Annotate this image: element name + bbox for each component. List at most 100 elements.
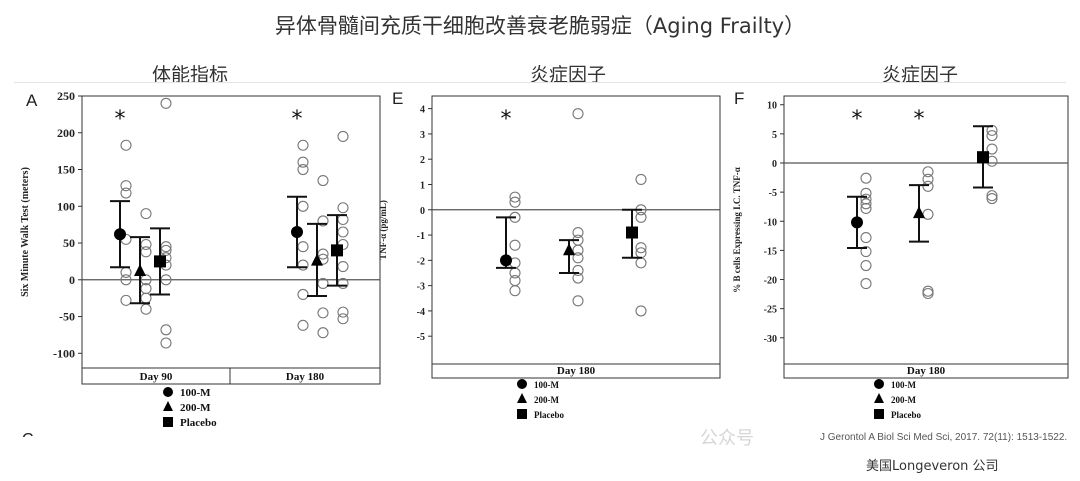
plot-frame-a — [81, 95, 381, 369]
raw-point-a — [297, 319, 309, 331]
raw-point-f — [860, 202, 872, 214]
raw-point-f — [922, 285, 934, 297]
raw-point-a — [140, 303, 152, 315]
y-tick-label-f: -20 — [764, 276, 777, 287]
raw-point-a — [297, 139, 309, 151]
mean-marker-a — [331, 244, 343, 257]
y-tick-label-a: 50 — [63, 236, 75, 250]
legend-label-a: Placebo — [180, 417, 217, 429]
raw-point-f — [860, 172, 872, 184]
legend-marker-f — [874, 409, 884, 419]
raw-point-f — [860, 259, 872, 272]
raw-point-a — [297, 288, 309, 301]
raw-point-e — [572, 295, 584, 307]
raw-point-e — [635, 305, 647, 317]
raw-point-f — [860, 232, 872, 244]
raw-point-e — [509, 191, 521, 203]
y-axis-label-a: Six Minute Walk Test (meters) — [20, 167, 31, 297]
panel-a-background — [14, 82, 384, 433]
y-tick-label-e: -4 — [417, 307, 425, 318]
raw-point-a — [160, 337, 172, 349]
legend-label-f: 100-M — [891, 380, 916, 390]
legend-marker-a — [163, 387, 173, 397]
y-tick-label-a: -100 — [53, 346, 75, 360]
watermark: 公众号 — [700, 428, 754, 449]
legend-marker-f — [874, 393, 884, 403]
raw-point-e — [572, 226, 584, 239]
raw-point-a — [337, 226, 349, 238]
panel-label-a: A — [26, 91, 38, 110]
legend-marker-a — [163, 417, 173, 427]
y-tick-label-a: -50 — [59, 310, 75, 324]
raw-point-a — [297, 200, 309, 212]
y-tick-label-e: 4 — [420, 105, 425, 116]
raw-point-e — [572, 244, 584, 256]
legend-marker-e — [517, 379, 527, 389]
raw-point-f — [986, 130, 998, 142]
raw-point-f — [922, 166, 934, 178]
legend-label-a: 200-M — [180, 402, 211, 414]
y-tick-label-e: -2 — [417, 256, 425, 267]
group-header-e — [431, 363, 721, 379]
y-axis-label-e: TNF-α (pg/mL) — [378, 200, 388, 260]
y-axis-label-f: % B cells Expressing I.C. TNF-α — [732, 167, 742, 292]
y-tick-label-e: 1 — [420, 180, 425, 191]
y-tick-label-f: 5 — [772, 130, 777, 141]
raw-point-e — [509, 275, 521, 287]
significance-star-f: * — [914, 107, 925, 132]
mean-marker-f — [851, 216, 863, 229]
main-title: 异体骨髓间充质干细胞改善衰老脆弱症（Aging Frailty） — [274, 14, 806, 38]
raw-point-a — [337, 130, 349, 142]
raw-point-a — [120, 139, 132, 151]
raw-point-a — [317, 215, 329, 227]
raw-point-a — [120, 294, 132, 306]
y-tick-label-a: 150 — [57, 163, 75, 177]
raw-point-e — [572, 264, 584, 277]
raw-point-a — [120, 187, 132, 199]
raw-point-a — [297, 156, 309, 168]
raw-point-f — [922, 287, 934, 300]
mean-marker-a — [114, 228, 126, 241]
raw-point-e — [509, 196, 521, 208]
raw-point-a — [337, 261, 349, 273]
mean-marker-f — [977, 151, 989, 164]
y-tick-label-e: 3 — [420, 130, 425, 141]
raw-point-a — [297, 259, 309, 271]
y-tick-label-f: -10 — [764, 217, 777, 228]
y-tick-label-f: 10 — [767, 101, 777, 112]
panel-label-e: E — [392, 89, 403, 108]
raw-point-a — [337, 306, 349, 318]
mean-marker-a — [154, 255, 166, 268]
raw-point-a — [140, 208, 152, 220]
mean-marker-e — [563, 243, 575, 256]
section-title-physical: 体能指标 — [152, 64, 229, 86]
y-tick-label-e: 2 — [420, 155, 425, 166]
panel-e-background — [383, 82, 731, 433]
raw-point-a — [297, 163, 309, 176]
group-label-e: Day 180 — [557, 365, 596, 377]
mean-marker-e — [500, 254, 512, 267]
group-header-a — [81, 367, 381, 385]
raw-point-a — [337, 313, 349, 325]
raw-point-a — [317, 174, 329, 187]
group-header-f — [783, 363, 1069, 379]
raw-point-a — [297, 241, 309, 253]
raw-point-e — [635, 173, 647, 185]
mean-marker-a — [291, 226, 303, 238]
significance-star-a: * — [292, 107, 303, 132]
y-tick-label-f: -15 — [764, 246, 777, 257]
legend-label-f: 200-M — [891, 395, 916, 405]
legend-marker-e — [517, 393, 527, 403]
legend-marker-a — [163, 401, 173, 411]
significance-star-a: * — [115, 107, 126, 132]
section-title-inflammation-f: 炎症因子 — [882, 64, 959, 86]
y-tick-label-f: -5 — [769, 188, 777, 199]
raw-point-f — [860, 193, 872, 205]
raw-point-e — [635, 211, 647, 223]
legend-label-e: 100-M — [534, 380, 559, 390]
y-tick-label-a: 250 — [57, 89, 75, 103]
legend-label-e: 200-M — [534, 395, 559, 405]
group-label-f: Day 180 — [907, 365, 946, 377]
raw-point-f — [860, 246, 872, 258]
